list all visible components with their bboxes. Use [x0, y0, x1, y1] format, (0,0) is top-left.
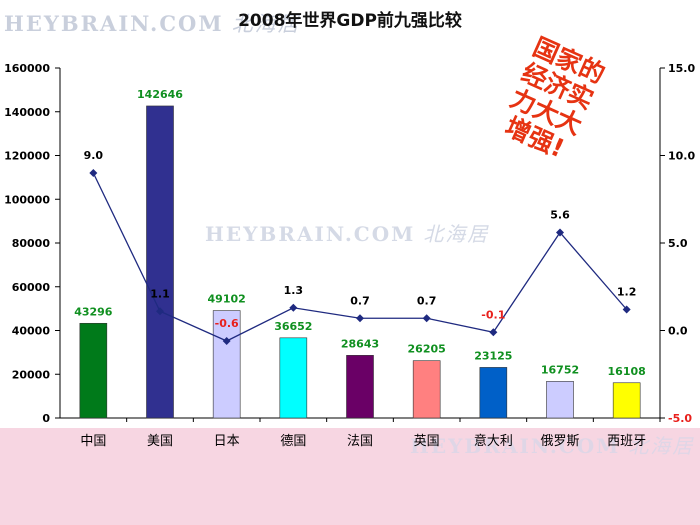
bar-5	[412, 360, 441, 419]
growth-value-label: -0.1	[481, 308, 505, 321]
bar-6	[479, 367, 508, 419]
growth-point-2	[222, 337, 231, 345]
y-left-tick-label: 40000	[12, 325, 51, 338]
y-right-tick-label: -5.0	[668, 412, 692, 425]
bar-1	[146, 105, 174, 419]
y-left-tick-label: 0	[42, 412, 50, 425]
bar-value-label: 49102	[208, 293, 246, 306]
watermark-top: HEYBRAIN.COM 北海居	[4, 11, 301, 36]
growth-point-0	[89, 169, 98, 177]
category-label: 英国	[414, 434, 440, 449]
bar-value-label: 23125	[474, 349, 512, 362]
y-left-tick-label: 80000	[12, 237, 51, 250]
y-left-tick-label: 140000	[4, 106, 50, 119]
category-label: 德国	[280, 434, 306, 449]
y-right-tick-label: 10.0	[668, 150, 695, 163]
watermark-middle: HEYBRAIN.COM 北海居	[205, 222, 490, 246]
y-left-tick-label: 120000	[4, 150, 50, 163]
growth-value-label: 1.1	[150, 287, 170, 300]
growth-value-label: 1.2	[617, 286, 637, 299]
bar-value-label: 36652	[274, 320, 312, 333]
bar-value-label: 16108	[608, 365, 646, 378]
bar-value-label: 43296	[74, 305, 113, 318]
y-left-tick-label: 160000	[4, 62, 50, 75]
y-left-tick-label: 60000	[12, 281, 51, 294]
y-right-tick-label: 5.0	[668, 237, 688, 250]
growth-point-1	[156, 307, 164, 316]
category-label: 法国	[347, 434, 373, 449]
category-label: 日本	[214, 434, 240, 449]
growth-value-label: 5.6	[550, 209, 570, 222]
category-label: 俄罗斯	[540, 434, 579, 449]
footer-band	[0, 428, 700, 525]
category-label: 美国	[147, 434, 173, 449]
category-label: 西班牙	[607, 434, 646, 449]
chart-title: 2008年世界GDP前九强比较	[238, 11, 462, 31]
growth-point-8	[622, 305, 631, 314]
growth-value-label: -0.6	[215, 317, 239, 330]
bar-3	[279, 337, 308, 419]
y-right-tick-label: 0.0	[668, 325, 688, 338]
growth-value-label: 9.0	[84, 149, 104, 162]
y-left-tick-label: 100000	[4, 193, 50, 206]
bar-4	[346, 355, 374, 419]
bar-value-label: 26205	[408, 343, 446, 356]
watermark-bottom: HEYBRAIN.COM 北海居	[410, 434, 695, 458]
bar-value-label: 28643	[341, 337, 379, 350]
bar-0	[79, 322, 108, 419]
y-right-tick-label: 15.0	[668, 62, 695, 75]
growth-point-5	[422, 314, 431, 323]
bar-value-label: 16752	[541, 363, 579, 376]
bar-8	[612, 382, 641, 419]
growth-value-label: 1.3	[284, 284, 304, 297]
bar-7	[546, 381, 574, 419]
category-label: 中国	[80, 434, 106, 449]
category-label: 意大利	[474, 433, 513, 449]
bar-2	[212, 310, 241, 419]
bar-value-label: 142646	[137, 88, 183, 101]
growth-point-6	[489, 328, 498, 337]
y-left-tick-label: 20000	[12, 368, 51, 381]
growth-value-label: 0.7	[350, 294, 370, 307]
growth-point-4	[356, 314, 364, 323]
growth-point-7	[556, 228, 564, 237]
growth-value-label: 0.7	[417, 294, 437, 307]
growth-point-3	[289, 303, 298, 312]
